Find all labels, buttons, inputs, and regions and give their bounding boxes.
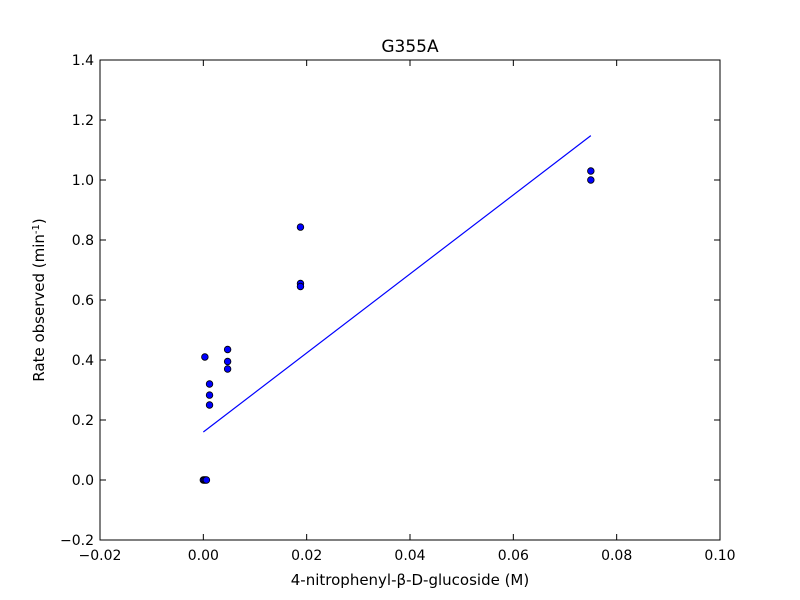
fit-line bbox=[202, 135, 592, 433]
x-tick-label-3: 0.04 bbox=[394, 548, 425, 564]
y-tick-label-3: 0.4 bbox=[72, 353, 94, 369]
data-point-7 bbox=[205, 401, 214, 409]
y-tick-label-8: 1.4 bbox=[72, 53, 94, 69]
data-point-4 bbox=[201, 353, 209, 361]
data-point-15 bbox=[587, 176, 595, 184]
data-point-13 bbox=[296, 282, 305, 291]
x-axis-label: 4-nitrophenyl-β-D-glucoside (M) bbox=[291, 571, 529, 589]
data-point-9 bbox=[223, 357, 232, 366]
data-point-10 bbox=[223, 365, 232, 373]
x-tick-label-2: 0.02 bbox=[291, 548, 322, 564]
y-axis-label-end: ) bbox=[30, 218, 48, 224]
data-point-8 bbox=[223, 345, 232, 354]
y-tick-label-5: 0.8 bbox=[72, 233, 94, 249]
y-axis-label-main: Rate observed (min bbox=[30, 234, 48, 382]
data-point-5 bbox=[205, 380, 214, 388]
y-tick-label-0: −0.2 bbox=[60, 533, 94, 549]
y-tick-label-1: 0.0 bbox=[72, 473, 94, 489]
data-point-11 bbox=[296, 223, 305, 231]
y-tick-label-6: 1.0 bbox=[72, 173, 94, 189]
y-axis-label-sup: -1 bbox=[31, 224, 42, 234]
plot-frame bbox=[99, 59, 721, 541]
y-tick-label-2: 0.2 bbox=[72, 413, 94, 429]
chart-title: G355A bbox=[381, 37, 439, 57]
data-point-6 bbox=[205, 391, 214, 399]
x-tick-label-1: 0.00 bbox=[188, 548, 219, 564]
x-tick-label-4: 0.06 bbox=[498, 548, 529, 564]
y-tick-label-4: 0.6 bbox=[72, 293, 94, 309]
data-point-14 bbox=[587, 167, 595, 175]
x-tick-label-0: −0.02 bbox=[79, 548, 122, 564]
x-tick-label-5: 0.08 bbox=[601, 548, 632, 564]
y-axis-label: Rate observed (min-1) bbox=[30, 218, 48, 381]
x-tick-label-6: 0.10 bbox=[704, 548, 735, 564]
data-point-3 bbox=[202, 476, 211, 484]
y-tick-label-7: 1.2 bbox=[72, 113, 94, 129]
